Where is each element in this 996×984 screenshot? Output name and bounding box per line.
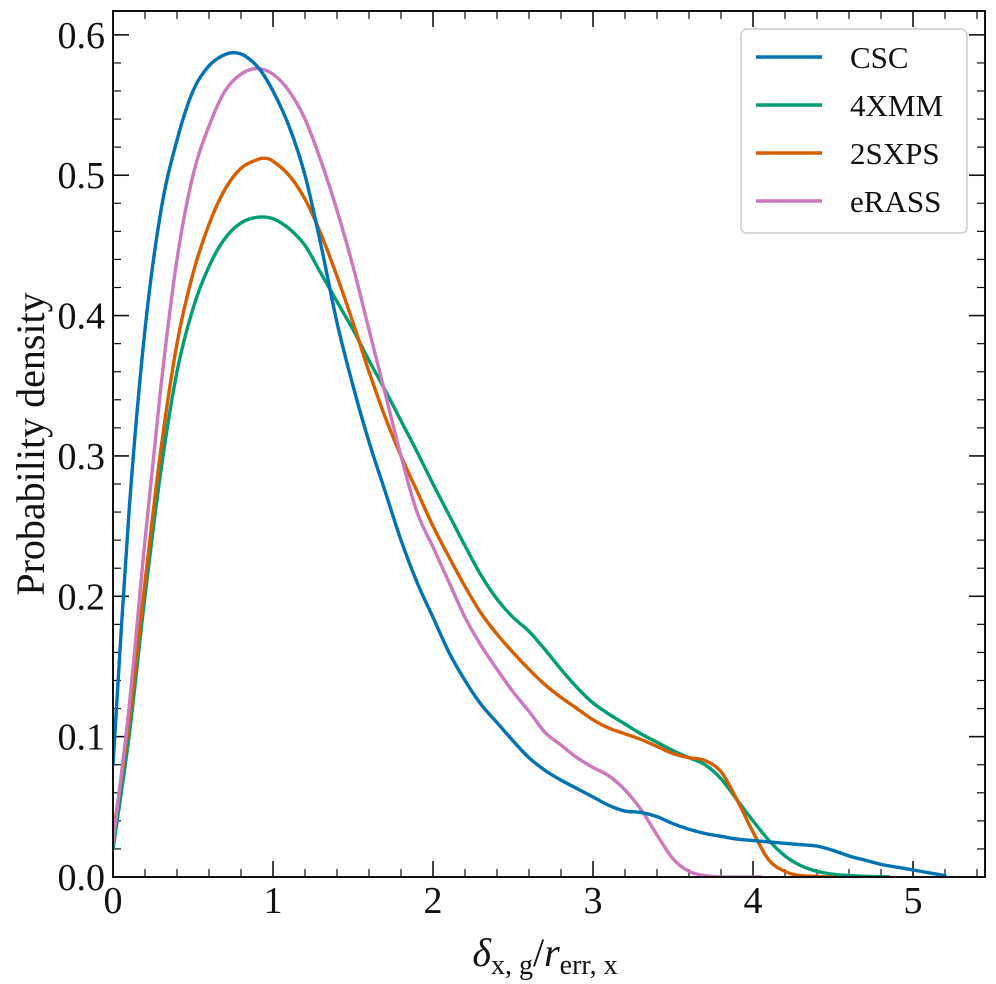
x-tick-label: 0 xyxy=(104,880,123,922)
series-line-csc xyxy=(113,50,947,877)
y-tick-label: 0.2 xyxy=(58,576,106,618)
legend: CSC 4XMM 2SXPS eRASS xyxy=(740,28,968,234)
x-tick-label: 5 xyxy=(904,880,923,922)
tick-labels: 0 1 2 3 4 5 0.0 0.1 0.2 0.3 0.4 0.5 0.6 xyxy=(58,15,923,922)
legend-label-4xmm: 4XMM xyxy=(850,88,943,123)
legend-label-erass: eRASS xyxy=(850,184,941,219)
x-axis-label: δx, g/rerr, x xyxy=(472,930,617,981)
x-label-sub1: x, g xyxy=(491,950,533,981)
x-tick-label: 2 xyxy=(424,880,443,922)
y-tick-label: 0.3 xyxy=(58,436,106,478)
x-tick-label: 3 xyxy=(584,880,603,922)
y-tick-label: 0.0 xyxy=(58,857,106,899)
x-tick-label: 1 xyxy=(264,880,283,922)
series-line-erass xyxy=(113,66,763,877)
x-label-r: r xyxy=(544,930,560,975)
y-axis-label: Probability density xyxy=(8,292,53,595)
series-lines xyxy=(113,50,947,877)
legend-entries: CSC 4XMM 2SXPS eRASS xyxy=(756,40,943,219)
x-tick-label: 4 xyxy=(744,880,763,922)
y-tick-label: 0.4 xyxy=(58,296,106,338)
series-line-4xmm xyxy=(113,215,891,877)
y-tick-label: 0.1 xyxy=(58,717,106,759)
axis-ticks xyxy=(112,11,985,878)
legend-box xyxy=(740,28,968,234)
x-label-sub2: err, x xyxy=(560,950,618,981)
x-label-slash: / xyxy=(533,930,545,975)
y-tick-label: 0.5 xyxy=(58,155,106,197)
series-line-2sxps xyxy=(113,156,835,877)
plot-frame xyxy=(112,10,986,878)
legend-label-2sxps: 2SXPS xyxy=(850,136,940,171)
x-label-delta: δ xyxy=(472,930,492,975)
legend-label-csc: CSC xyxy=(850,40,909,75)
y-tick-label: 0.6 xyxy=(58,15,106,57)
